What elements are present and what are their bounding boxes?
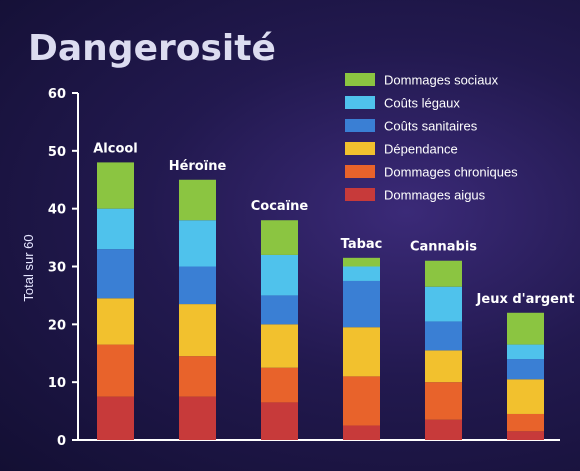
bar-segment <box>343 376 380 426</box>
legend-label: Coûts sanitaires <box>384 119 478 134</box>
bar-segment <box>179 356 216 397</box>
y-tick-label: 20 <box>48 318 66 333</box>
bar-segment <box>507 359 544 380</box>
legend-swatch <box>345 73 375 86</box>
category-label: Alcool <box>93 141 138 156</box>
y-tick-label: 50 <box>48 145 66 160</box>
chart-title: Dangerosité <box>28 28 276 69</box>
bar-segment <box>97 396 134 440</box>
bar-segment <box>179 304 216 357</box>
bar-segment <box>261 367 298 403</box>
bar-segment <box>425 260 462 287</box>
bar-segment <box>97 344 134 397</box>
bar-segment <box>261 295 298 325</box>
y-tick-label: 30 <box>48 261 66 276</box>
y-tick-label: 10 <box>48 376 66 391</box>
category-label: Cocaïne <box>251 199 309 214</box>
bar-segment <box>261 324 298 368</box>
legend-label: Dommages aigus <box>384 188 486 203</box>
legend-label: Dommages chroniques <box>384 165 518 180</box>
bar-segment <box>507 413 544 432</box>
bar-segment <box>261 254 298 296</box>
bar-segment <box>343 266 380 281</box>
category-label: Cannabis <box>410 240 477 255</box>
bar-segment <box>179 266 216 305</box>
bar-segment <box>425 321 462 351</box>
bar-segment <box>343 257 380 267</box>
bar-segment <box>343 280 380 328</box>
bar-segment <box>261 402 298 440</box>
legend-label: Coûts légaux <box>384 96 460 111</box>
bar-segment <box>179 396 216 440</box>
bar-segment <box>179 179 216 221</box>
bar-segment <box>425 350 462 383</box>
bar-segment <box>425 382 462 420</box>
bar-segment <box>507 431 544 440</box>
bar-segment <box>425 286 462 322</box>
legend-swatch <box>345 142 375 155</box>
bar-segment <box>507 312 544 345</box>
legend-swatch <box>345 165 375 178</box>
bar-segment <box>179 220 216 267</box>
bar-segment <box>97 162 134 209</box>
y-tick-label: 60 <box>48 87 66 102</box>
bars <box>97 162 544 440</box>
legend-swatch <box>345 188 375 201</box>
legend-label: Dépendance <box>384 142 458 157</box>
category-labels: Alcool Héroïne Cocaïne Tabac Cannabis Jeux d'… <box>93 141 574 306</box>
bar-segment <box>343 425 380 440</box>
category-label: Héroïne <box>169 159 227 174</box>
bar-segment <box>97 249 134 299</box>
category-label: Tabac <box>341 237 383 252</box>
bar-segment <box>261 220 298 255</box>
legend-swatch <box>345 96 375 109</box>
bar-segment <box>425 419 462 440</box>
legend-label: Dommages sociaux <box>384 73 499 88</box>
y-ticks: 0 10 20 30 40 50 60 <box>48 87 78 449</box>
category-label: Jeux d'argent <box>476 292 575 307</box>
bar-segment <box>343 327 380 377</box>
y-tick-label: 40 <box>48 203 66 218</box>
bar-segment <box>97 208 134 250</box>
legend-swatch <box>345 119 375 132</box>
bar-segment <box>507 344 544 360</box>
legend: Dommages sociaux Coûts légaux Coûts sanita… <box>345 73 518 203</box>
bar-segment <box>507 379 544 414</box>
y-tick-label: 0 <box>57 434 66 449</box>
bar-segment <box>97 298 134 345</box>
y-axis-label: Total sur 60 <box>21 234 36 301</box>
